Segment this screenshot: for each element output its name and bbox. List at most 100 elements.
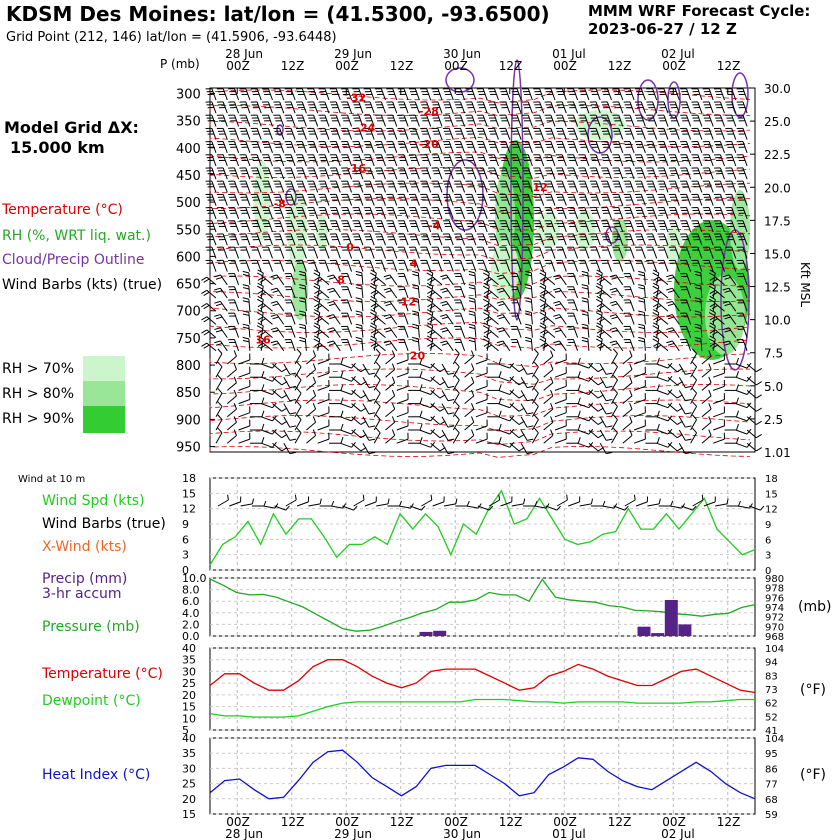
wind-barb-0-10	[318, 88, 330, 101]
barb-flag	[307, 101, 314, 103]
barb-flag	[309, 120, 316, 122]
barb-flag	[545, 143, 552, 146]
barb-flag	[623, 127, 631, 129]
barb-flag	[229, 104, 236, 106]
barb-flag	[467, 146, 474, 148]
barb-flag	[262, 127, 269, 129]
wind-barb-4-27	[510, 141, 522, 153]
temp-contour-21	[209, 415, 751, 432]
barb-flag	[376, 157, 383, 159]
barb-flag	[488, 114, 495, 116]
wind-barb-0-23	[465, 88, 477, 101]
temp-contour-20	[209, 399, 751, 417]
model-grid-line2: 15.000 km	[10, 138, 105, 157]
barb-flag	[737, 130, 745, 132]
barb-flag	[658, 91, 665, 93]
wind-barb-1-34	[589, 101, 601, 114]
barb-flag	[716, 107, 723, 109]
barb-flag	[284, 127, 292, 129]
barb-flag	[217, 117, 225, 119]
barb-flag	[623, 101, 631, 103]
barb-flag	[647, 104, 654, 106]
barb-flag	[546, 120, 553, 122]
barb-flag	[589, 127, 597, 129]
barb-flag	[635, 130, 643, 132]
barb-flag	[309, 93, 316, 96]
barb-flag	[273, 141, 280, 143]
wind-barb-5-13	[352, 154, 364, 167]
barb-flag	[352, 141, 359, 143]
barb-flag	[715, 117, 722, 119]
wind-barb-0-35	[601, 88, 612, 101]
wind-barb-0-18	[408, 88, 420, 101]
barb-flag	[738, 107, 746, 109]
barb-flag	[589, 141, 597, 143]
wind-barb-3-27	[510, 127, 522, 140]
wind-barb-3-19	[420, 127, 432, 140]
barb-flag	[726, 104, 733, 106]
barb-flag	[375, 101, 382, 103]
barb-flag	[363, 88, 371, 90]
barb-flag	[510, 127, 518, 129]
barb-flag	[263, 130, 270, 132]
barb-flag	[499, 127, 506, 129]
barb-flag	[218, 146, 226, 148]
barb-flag	[320, 146, 327, 148]
barb-flag	[692, 117, 699, 119]
barb-flag	[207, 159, 214, 162]
barb-flag	[251, 91, 259, 93]
barb-flag	[377, 146, 384, 148]
barb-flag	[555, 127, 563, 129]
barb-flag	[591, 146, 599, 148]
barb-flag	[681, 91, 688, 93]
barb-flag	[320, 159, 327, 162]
wind-barb-4-15	[375, 141, 386, 153]
wind-barb-1-6	[273, 101, 285, 114]
barb-flag	[544, 127, 551, 129]
barb-flag	[647, 143, 654, 146]
barb-flag	[521, 101, 529, 103]
barb-flag	[273, 127, 280, 129]
barb-flag	[342, 157, 349, 159]
barb-flag	[376, 91, 383, 93]
barb-flag	[241, 107, 248, 109]
barb-flag	[578, 114, 585, 116]
barb-flag	[218, 107, 226, 109]
barb-flag	[251, 117, 259, 119]
barb-flag	[646, 141, 653, 143]
barb-flag	[284, 101, 292, 103]
barb-flag	[331, 93, 339, 96]
barb-flag	[296, 104, 304, 106]
wind-barb-0-3	[239, 88, 251, 101]
wind-barb-1-44	[702, 101, 714, 114]
wind-barb-4-14	[363, 141, 375, 153]
barb-flag	[602, 104, 609, 106]
wind-barb-2-8	[295, 114, 307, 127]
barb-flag	[431, 154, 438, 156]
barb-flag	[522, 91, 530, 93]
barb-flag	[693, 107, 700, 109]
barb-flag	[703, 117, 711, 119]
temp-contour-5	[209, 167, 751, 179]
barb-flag	[524, 146, 531, 148]
barb-flag	[273, 114, 280, 116]
barb-flag	[230, 120, 237, 122]
barb-flag	[399, 93, 407, 96]
barb-flag	[363, 127, 371, 129]
barb-flag	[388, 120, 395, 122]
barb-flag	[285, 104, 293, 106]
barb-flag	[568, 143, 575, 146]
barb-flag	[614, 133, 621, 135]
barb-flag	[490, 107, 497, 109]
wind-barb-2-38	[634, 114, 646, 127]
barb-flag	[342, 91, 349, 93]
barb-flag	[228, 141, 235, 143]
wind-barb-5-24	[476, 154, 488, 167]
barb-flag	[330, 157, 338, 159]
barb-flag	[230, 93, 237, 96]
barb-flag	[352, 114, 359, 116]
wind-barb-4-24	[476, 141, 488, 153]
wind-barb-3-10	[318, 127, 330, 140]
barb-flag	[329, 127, 337, 129]
wind-barb-0-37	[623, 88, 635, 101]
